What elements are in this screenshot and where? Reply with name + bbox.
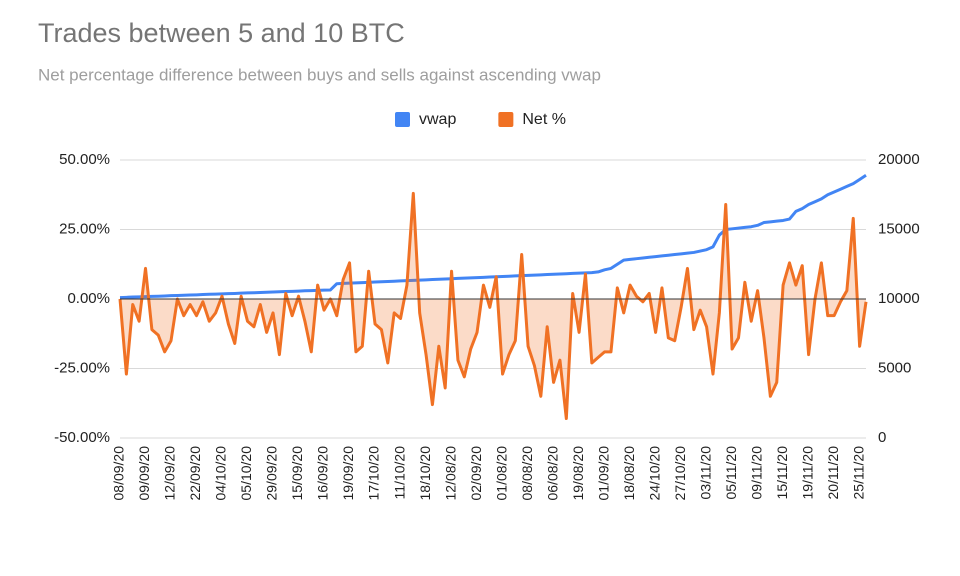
x-tick-label: 08/08/20	[519, 446, 535, 501]
x-tick-label: 05/10/20	[238, 446, 254, 501]
y2-tick-label: 5000	[878, 359, 911, 376]
y2-tick-label: 0	[878, 429, 886, 446]
x-tick-label: 09/09/20	[136, 446, 152, 501]
x-tick-label: 02/09/20	[468, 446, 484, 501]
x-tick-label: 03/11/20	[697, 446, 713, 500]
y2-tick-label: 15000	[878, 220, 920, 237]
x-tick-label: 11/10/20	[391, 446, 407, 500]
y-tick-label: 25.00%	[59, 220, 110, 237]
x-tick-label: 01/09/20	[595, 446, 611, 501]
legend-swatch	[498, 112, 514, 127]
x-tick-label: 05/11/20	[723, 446, 739, 500]
x-tick-label: 18/10/20	[417, 446, 433, 501]
y2-tick-label: 20000	[878, 151, 920, 168]
x-tick-label: 12/08/20	[442, 446, 458, 501]
x-tick-label: 15/11/20	[774, 446, 790, 500]
x-tick-label: 19/09/20	[340, 446, 356, 501]
chart-subtitle: Net percentage difference between buys a…	[38, 65, 601, 84]
chart-title: Trades between 5 and 10 BTC	[38, 18, 405, 48]
x-tick-label: 15/09/20	[289, 446, 305, 501]
x-tick-label: 16/09/20	[315, 446, 331, 501]
area	[120, 193, 866, 419]
x-tick-label: 12/09/20	[162, 446, 178, 501]
x-tick-label: 20/11/20	[825, 446, 841, 500]
x-tick-label: 06/08/20	[544, 446, 560, 501]
series-line	[119, 174, 867, 300]
legend-swatch	[395, 112, 410, 127]
y-tick-label: -25.00%	[54, 359, 110, 376]
y-tick-label: 0.00%	[67, 290, 110, 307]
x-tick-label: 17/10/20	[366, 446, 382, 501]
x-tick-label: 01/08/20	[493, 446, 509, 501]
x-tick-label: 09/11/20	[748, 446, 764, 500]
x-tick-label: 08/09/20	[111, 446, 127, 501]
x-tick-label: 04/10/20	[213, 446, 229, 501]
legend-label: Net %	[522, 111, 566, 128]
x-tick-label: 24/10/20	[646, 446, 662, 501]
x-tick-label: 27/10/20	[672, 446, 688, 501]
legend-label: vwap	[419, 111, 456, 128]
x-tick-label: 22/09/20	[187, 446, 203, 501]
y-tick-label: 50.00%	[59, 151, 110, 168]
x-tick-label: 29/09/20	[264, 446, 280, 501]
x-tick-label: 19/08/20	[570, 446, 586, 501]
x-tick-label: 25/11/20	[850, 446, 866, 500]
x-tick-label: 18/08/20	[621, 446, 637, 501]
y-tick-label: -50.00%	[54, 429, 110, 446]
series-line	[118, 191, 868, 421]
x-tick-label: 19/11/20	[799, 446, 815, 500]
y2-tick-label: 10000	[878, 290, 920, 307]
